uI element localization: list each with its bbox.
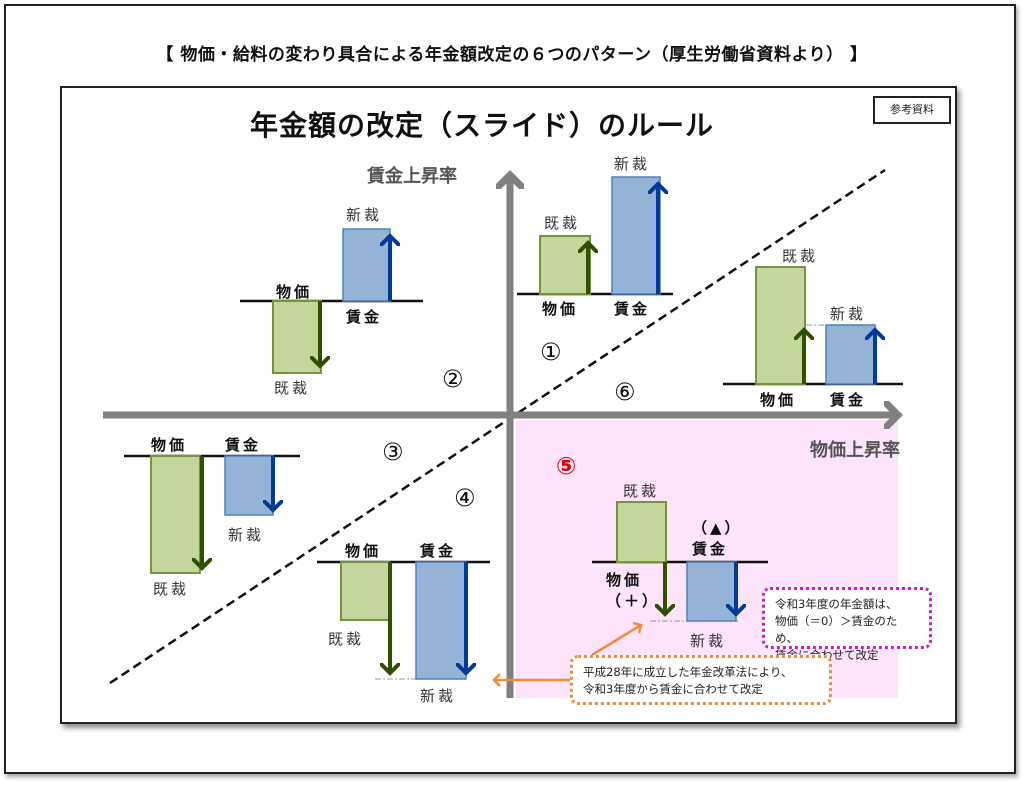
y-axis-label: 賃金上昇率 — [367, 166, 457, 187]
reform-law-note: 平成28年に成立した年金改革法により、 令和3年度から賃金に合わせて改定 — [570, 655, 832, 705]
p6-new-label: 新裁 — [830, 305, 867, 323]
pattern4-price-bar — [340, 561, 390, 621]
p2-new-label: 新裁 — [346, 206, 383, 224]
reform-law-note-line-1: 平成28年に成立した年金改革法により、 — [583, 665, 793, 679]
p5-price-sign: （＋） — [606, 592, 661, 610]
p5-wage-label: 賃金 — [692, 540, 729, 558]
diagonal-dashed-line — [109, 168, 886, 685]
page-heading: 【 物価・給料の変わり具合による年金額改定の６つのパターン（厚生労働省資料より）… — [156, 45, 868, 65]
pattern-5-highlight-region — [516, 420, 898, 698]
p6-price-label: 物価 — [760, 391, 797, 409]
pattern-number-1: ① — [540, 338, 562, 366]
p1-price-label: 物価 — [542, 300, 579, 318]
p4-wage-label: 賃金 — [420, 542, 457, 560]
pattern-number-3: ③ — [382, 438, 404, 466]
p3-new-label: 新裁 — [228, 526, 265, 544]
p6-wage-label: 賃金 — [830, 391, 867, 409]
p3-price-label: 物価 — [151, 436, 188, 454]
pattern-number-5: ⑤ — [556, 452, 577, 480]
pattern1-wage-bar — [611, 176, 661, 295]
pattern-number-4: ④ — [454, 484, 476, 512]
p5-new-label: 新裁 — [690, 632, 727, 650]
reiwa3-note: 令和3年度の年金額は、 物価（＝0）＞賃金のため、 賃金に合わせて改定 — [762, 587, 932, 662]
p2-existing-label: 既裁 — [274, 379, 311, 397]
slide-title: 年金額の改定（スライド）のルール — [250, 109, 715, 142]
orange-arrow-to-pattern5 — [591, 625, 641, 657]
p1-wage-label: 賃金 — [614, 300, 651, 318]
reference-badge: 参考資料 — [873, 96, 951, 124]
p3-wage-label: 賃金 — [225, 436, 262, 454]
reiwa3-note-line-2: 物価（＝0）＞賃金のため、 — [775, 614, 898, 645]
p3-existing-label: 既裁 — [153, 580, 190, 598]
pattern-number-6: ⑥ — [614, 378, 636, 406]
pattern5-price-bar — [616, 501, 667, 563]
pattern-number-2: ② — [442, 365, 464, 393]
pattern3-price-bar — [150, 455, 201, 574]
p2-wage-label: 賃金 — [346, 308, 383, 326]
reform-law-note-line-2: 令和3年度から賃金に合わせて改定 — [583, 682, 763, 696]
x-axis-label: 物価上昇率 — [810, 440, 900, 461]
pattern1-price-bar — [539, 235, 591, 295]
p4-price-label: 物価 — [345, 542, 382, 560]
p5-wage-sign: （▲） — [692, 519, 743, 537]
p2-price-label: 物価 — [276, 283, 313, 301]
p6-existing-label: 既裁 — [782, 247, 819, 265]
pattern6-wage-bar — [825, 324, 876, 385]
pattern5-wage-bar — [686, 561, 737, 622]
pattern2-price-bar — [272, 300, 322, 374]
p5-existing-label: 既裁 — [623, 482, 660, 500]
pattern6-price-bar — [755, 266, 806, 385]
pattern4-wage-bar — [415, 561, 467, 680]
pattern3-wage-bar — [224, 455, 274, 516]
p4-existing-label: 既裁 — [328, 630, 365, 648]
p4-new-label: 新裁 — [420, 687, 457, 705]
pattern2-wage-bar — [342, 228, 391, 302]
p1-existing-label: 既裁 — [544, 214, 581, 232]
p5-price-label: 物価 — [606, 571, 643, 589]
p1-new-label: 新裁 — [614, 155, 651, 173]
reiwa3-note-line-1: 令和3年度の年金額は、 — [775, 597, 898, 611]
